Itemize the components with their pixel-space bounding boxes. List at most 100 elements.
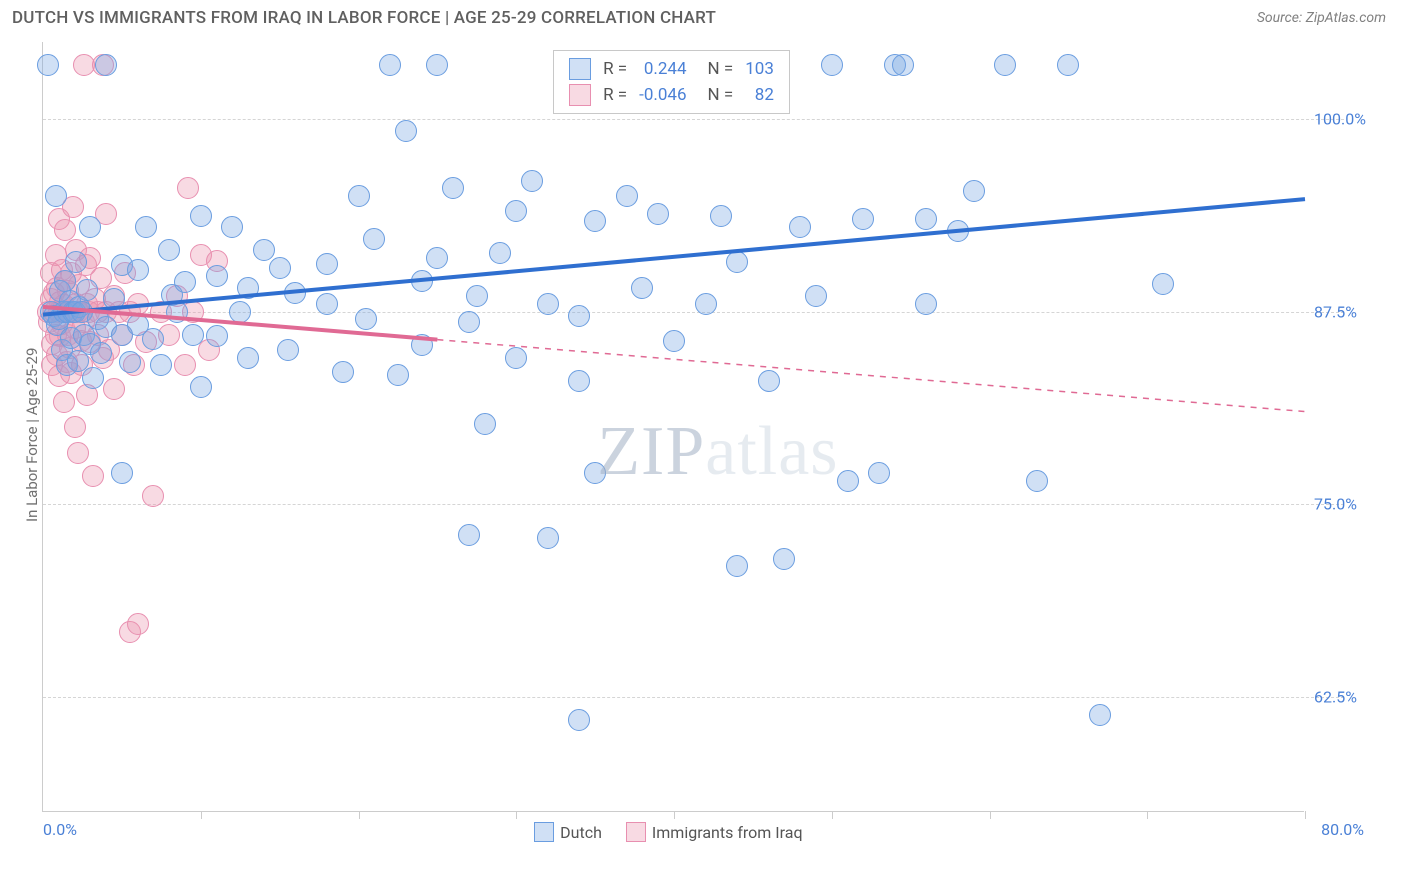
scatter-point (821, 54, 843, 76)
scatter-point (442, 177, 464, 199)
xtick (674, 811, 675, 819)
scatter-point (663, 330, 685, 352)
scatter-point (584, 210, 606, 232)
scatter-point (237, 347, 259, 369)
scatter-point (994, 54, 1016, 76)
scatter-point (37, 54, 59, 76)
scatter-point (505, 200, 527, 222)
scatter-point (505, 347, 527, 369)
scatter-point (103, 378, 125, 400)
scatter-point (127, 613, 149, 635)
scatter-point (221, 216, 243, 238)
scatter-point (206, 265, 228, 287)
xtick (201, 811, 202, 819)
scatter-point (142, 485, 164, 507)
scatter-point (90, 342, 112, 364)
scatter-point (269, 257, 291, 279)
ytick-label: 75.0% (1314, 495, 1394, 514)
scatter-point (568, 370, 590, 392)
grid-line (43, 504, 1344, 505)
chart-header: DUTCH VS IMMIGRANTS FROM IRAQ IN LABOR F… (0, 0, 1406, 30)
scatter-point (54, 270, 76, 292)
scatter-point (348, 185, 370, 207)
scatter-point (521, 170, 543, 192)
legend-item: Dutch (534, 822, 602, 842)
scatter-point (537, 293, 559, 315)
yaxis-title: In Labor Force | Age 25-29 (23, 348, 41, 522)
ytick-label: 62.5% (1314, 687, 1394, 706)
scatter-point (458, 524, 480, 546)
scatter-point (631, 277, 653, 299)
xtick (359, 811, 360, 819)
scatter-point (426, 247, 448, 269)
xtick (1147, 811, 1148, 819)
scatter-point (379, 54, 401, 76)
scatter-point (458, 311, 480, 333)
scatter-point (568, 709, 590, 731)
legend-r-value: 0.244 (634, 57, 691, 81)
scatter-point (466, 285, 488, 307)
legend-n-label: N = (694, 83, 739, 107)
scatter-point (135, 216, 157, 238)
xtick (990, 811, 991, 819)
scatter-point (316, 293, 338, 315)
scatter-point (1026, 470, 1048, 492)
xtick (832, 811, 833, 819)
scatter-point (568, 305, 590, 327)
scatter-point (177, 177, 199, 199)
scatter-point (54, 219, 76, 241)
legend-r-label: R = (598, 83, 632, 107)
series-legend: DutchImmigrants from Iraq (534, 822, 802, 842)
scatter-point (53, 391, 75, 413)
scatter-point (158, 239, 180, 261)
legend-swatch (626, 822, 646, 842)
scatter-point (103, 288, 125, 310)
grid-line (43, 697, 1344, 698)
legend-swatch (534, 822, 554, 842)
scatter-point (387, 364, 409, 386)
scatter-point (1152, 273, 1174, 295)
scatter-point (206, 325, 228, 347)
scatter-point (237, 277, 259, 299)
scatter-point (142, 328, 164, 350)
scatter-point (474, 413, 496, 435)
scatter-point (411, 334, 433, 356)
chart-plot-area: 62.5%75.0%87.5%100.0%0.0%80.0%In Labor F… (42, 42, 1304, 812)
scatter-point (355, 308, 377, 330)
scatter-point (190, 205, 212, 227)
scatter-point (411, 270, 433, 292)
scatter-point (395, 120, 417, 142)
scatter-point (229, 301, 251, 323)
xtick (516, 811, 517, 819)
scatter-point (852, 208, 874, 230)
scatter-point (363, 228, 385, 250)
x-min-label: 0.0% (43, 820, 77, 839)
scatter-point (789, 216, 811, 238)
scatter-point (182, 324, 204, 346)
scatter-point (95, 54, 117, 76)
scatter-point (584, 462, 606, 484)
scatter-point (915, 208, 937, 230)
legend-n-value: 103 (740, 57, 779, 81)
scatter-point (695, 293, 717, 315)
grid-line (43, 119, 1344, 120)
scatter-point (489, 242, 511, 264)
scatter-point (150, 354, 172, 376)
scatter-point (82, 465, 104, 487)
scatter-point (119, 351, 141, 373)
scatter-point (174, 271, 196, 293)
legend-r-label: R = (598, 57, 632, 81)
scatter-point (190, 376, 212, 398)
scatter-point (79, 216, 101, 238)
scatter-point (963, 180, 985, 202)
scatter-point (127, 259, 149, 281)
scatter-point (426, 54, 448, 76)
legend-r-value: -0.046 (634, 83, 691, 107)
scatter-point (805, 285, 827, 307)
scatter-point (127, 293, 149, 315)
scatter-point (284, 282, 306, 304)
scatter-point (67, 442, 89, 464)
scatter-point (174, 354, 196, 376)
scatter-point (76, 279, 98, 301)
source-label: Source: ZipAtlas.com (1257, 10, 1386, 26)
